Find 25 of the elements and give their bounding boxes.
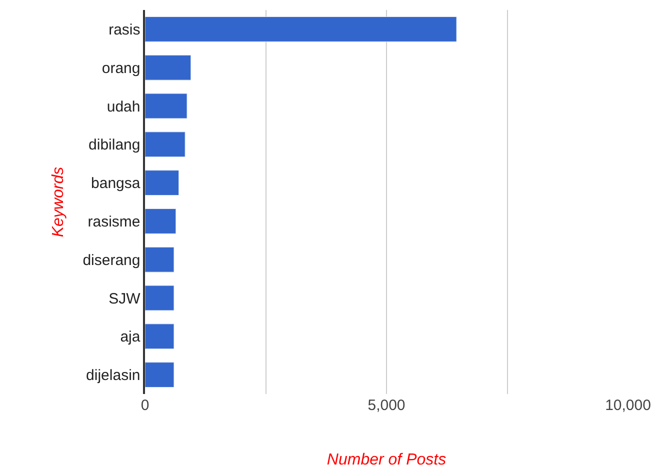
y-tick-label: udah	[106, 98, 140, 116]
bar	[145, 16, 457, 42]
bar	[145, 170, 180, 196]
bar	[145, 132, 186, 158]
y-tick-label: SJW	[108, 290, 142, 308]
bar	[145, 324, 174, 350]
y-tick-label: diserang	[82, 252, 140, 269]
x-tick-label: 10,000	[605, 397, 651, 414]
y-tick-label: dibilang	[88, 136, 140, 154]
bar	[145, 208, 176, 234]
y-tick-label: rasis	[108, 21, 140, 38]
y-tick-label: bangsa	[91, 175, 141, 192]
x-tick-label: 5,000	[368, 397, 406, 414]
y-tick-label: dijelasin	[86, 367, 140, 384]
bar	[145, 246, 174, 272]
y-tick-label: aja	[120, 328, 141, 346]
bar	[145, 54, 192, 80]
bar	[145, 93, 188, 119]
y-tick-label: orang	[102, 60, 140, 77]
x-axis-title: Number of Posts	[326, 452, 446, 469]
bar	[145, 362, 174, 388]
y-tick-label: rasisme	[88, 213, 140, 230]
bar	[145, 285, 174, 311]
y-axis-title: Keywords	[50, 166, 68, 238]
x-tick-label: 0	[140, 397, 150, 414]
